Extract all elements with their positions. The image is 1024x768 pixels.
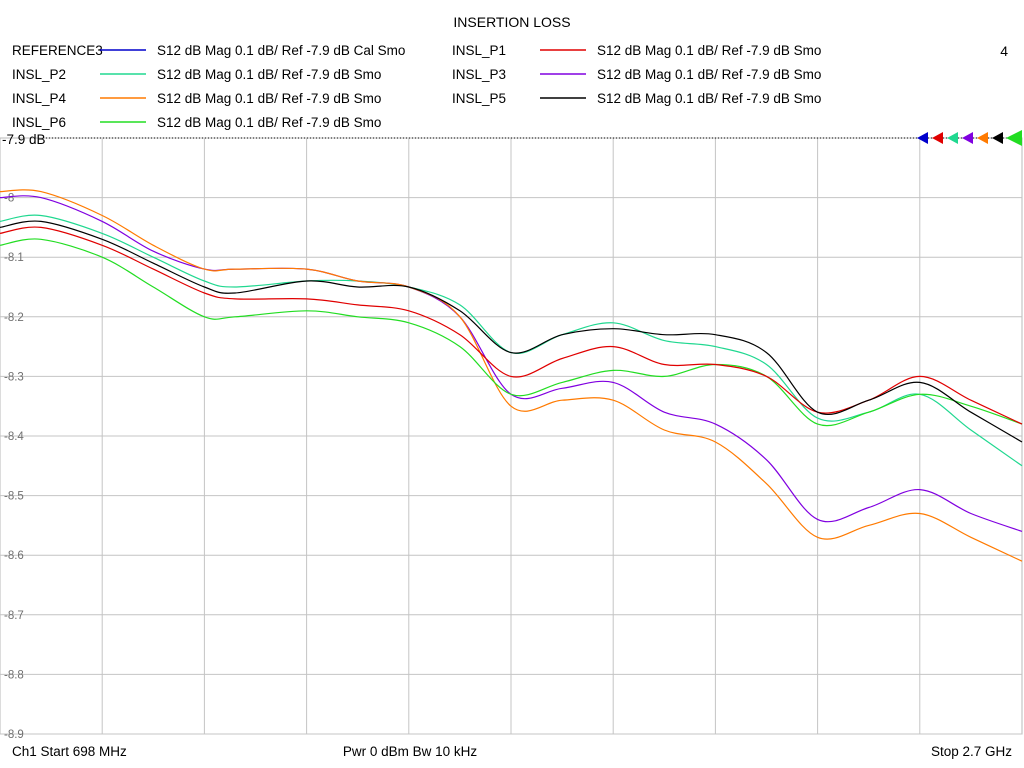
legend-entry-insl_p3: INSL_P3 S12 dB Mag 0.1 dB/ Ref -7.9 dB Sm…: [452, 67, 821, 82]
plot-grid: [0, 137, 1023, 735]
reference-marker: [932, 132, 943, 144]
y-tick-label: -8.5: [4, 491, 24, 503]
trace-insl_p6: [0, 238, 1023, 427]
footer-power-bandwidth: Pwr 0 dBm Bw 10 kHz: [343, 744, 478, 759]
trace-insl_p4: [0, 189, 1023, 562]
trace-insl_p5: [0, 220, 1023, 443]
legend-series-name: INSL_P1: [452, 43, 506, 58]
reference-marker: [977, 132, 988, 144]
y-tick-label: -8.8: [4, 669, 24, 681]
y-tick-label: -8: [4, 193, 14, 205]
chart-title: INSERTION LOSS: [453, 14, 570, 30]
y-tick-labels: -8 -8.1 -8.2 -8.3 -8.4 -8.5 -8.6 -8.7 -8.8 -8.9: [4, 193, 24, 741]
reference-marker-active: [1006, 130, 1022, 146]
reference-markers: [917, 130, 1022, 146]
legend-series-description: S12 dB Mag 0.1 dB/ Ref -7.9 dB Cal Smo: [157, 43, 405, 58]
traces: [0, 189, 1023, 562]
y-tick-label: -8.2: [4, 312, 24, 324]
reference-marker: [962, 132, 973, 144]
reference-marker: [947, 132, 958, 144]
footer-start: Ch1 Start 698 MHz: [12, 744, 127, 759]
y-tick-label: -8.3: [4, 371, 24, 383]
legend-entry-insl_p4: INSL_P4 S12 dB Mag 0.1 dB/ Ref -7.9 dB Sm…: [12, 91, 381, 106]
y-tick-label: -8.1: [4, 252, 24, 264]
legend: REFERENCE3 S12 dB Mag 0.1 dB/ Ref -7.9 dB…: [12, 43, 821, 130]
legend-series-description: S12 dB Mag 0.1 dB/ Ref -7.9 dB Smo: [597, 91, 821, 106]
legend-entry-insl_p2: INSL_P2 S12 dB Mag 0.1 dB/ Ref -7.9 dB Sm…: [12, 67, 381, 82]
legend-entry-insl_p5: INSL_P5 S12 dB Mag 0.1 dB/ Ref -7.9 dB Sm…: [452, 91, 821, 106]
legend-series-description: S12 dB Mag 0.1 dB/ Ref -7.9 dB Smo: [157, 115, 381, 130]
legend-series-name: INSL_P5: [452, 91, 506, 106]
legend-series-description: S12 dB Mag 0.1 dB/ Ref -7.9 dB Smo: [157, 91, 381, 106]
y-tick-label: -8.9: [4, 729, 24, 741]
y-tick-label: -8.7: [4, 610, 24, 622]
legend-series-description: S12 dB Mag 0.1 dB/ Ref -7.9 dB Smo: [597, 43, 821, 58]
legend-series-name: REFERENCE3: [12, 43, 103, 58]
y-tick-label: -8.4: [4, 431, 24, 443]
legend-entry-insl_p1: INSL_P1 S12 dB Mag 0.1 dB/ Ref -7.9 dB Sm…: [452, 43, 821, 58]
legend-series-name: INSL_P6: [12, 115, 66, 130]
reference-level-label: -7.9 dB: [2, 132, 46, 147]
legend-series-name: INSL_P3: [452, 67, 506, 82]
footer-stop: Stop 2.7 GHz: [931, 744, 1012, 759]
reference-marker: [992, 132, 1003, 144]
reference-marker: [917, 132, 928, 144]
channel-number: 4: [1000, 43, 1008, 59]
y-tick-label: -8.6: [4, 550, 24, 562]
legend-series-description: S12 dB Mag 0.1 dB/ Ref -7.9 dB Smo: [157, 67, 381, 82]
legend-series-name: INSL_P4: [12, 91, 67, 106]
legend-series-name: INSL_P2: [12, 67, 66, 82]
legend-series-description: S12 dB Mag 0.1 dB/ Ref -7.9 dB Smo: [597, 67, 821, 82]
legend-entry-reference3: REFERENCE3 S12 dB Mag 0.1 dB/ Ref -7.9 dB…: [12, 43, 405, 58]
legend-entry-insl_p6: INSL_P6 S12 dB Mag 0.1 dB/ Ref -7.9 dB Sm…: [12, 115, 381, 130]
